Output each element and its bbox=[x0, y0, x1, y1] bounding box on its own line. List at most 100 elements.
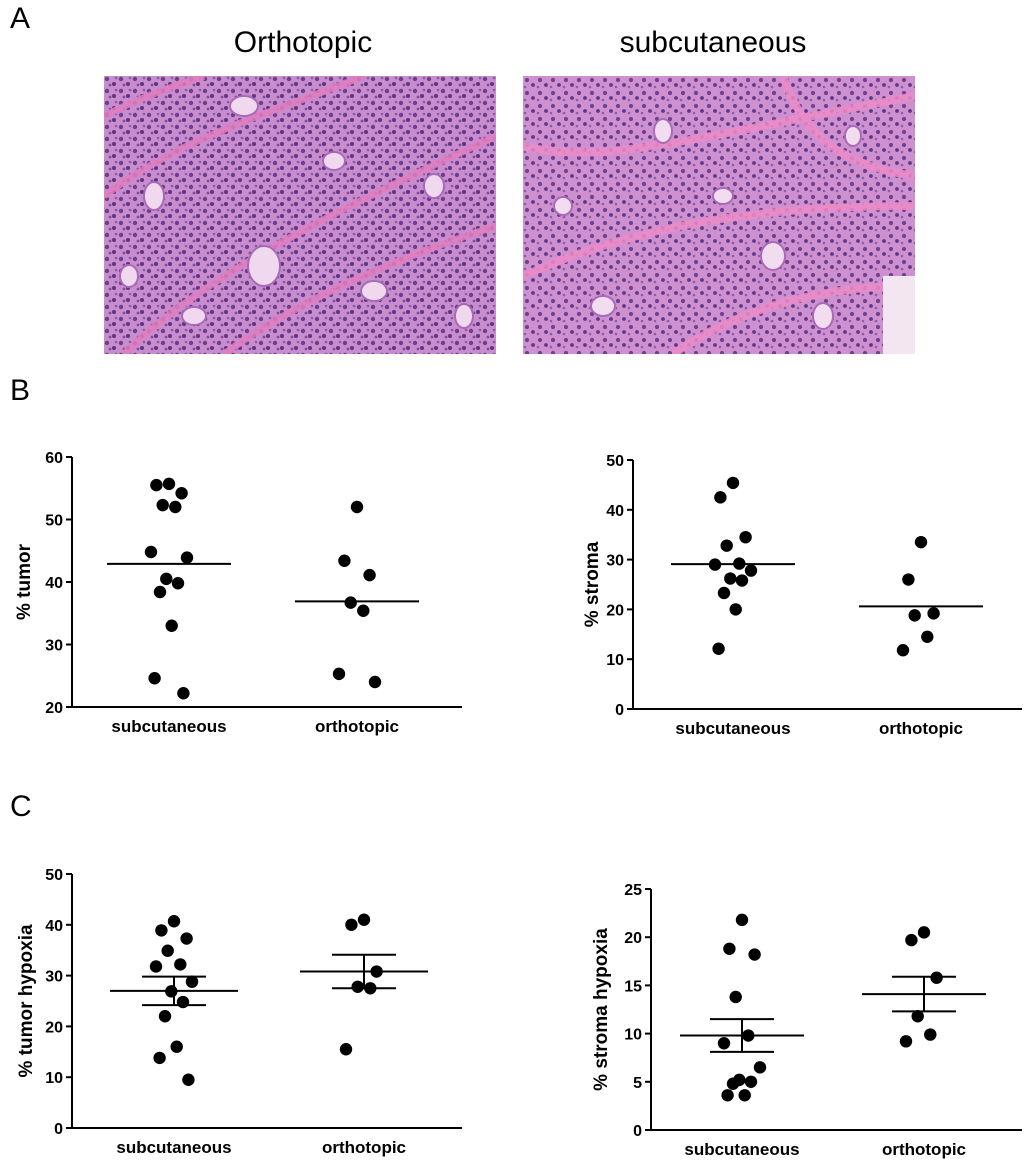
stroma-y-tick-label: 40 bbox=[606, 503, 624, 520]
tumor_hypoxia-y-tick-label: 30 bbox=[45, 969, 63, 986]
stroma-point-subcutaneous bbox=[739, 530, 752, 544]
stroma-point-subcutaneous bbox=[744, 564, 758, 577]
stroma_hypoxia-point-orthotopic bbox=[899, 1035, 913, 1048]
tumor_hypoxia-y-tick-label: 40 bbox=[45, 918, 63, 935]
tumor_hypoxia-point-subcutaneous bbox=[153, 1051, 166, 1065]
tumor-y-tick-label: 60 bbox=[45, 450, 63, 467]
tumor-point-subcutaneous bbox=[162, 477, 176, 491]
stroma-category-label-subcutaneous: subcutaneous bbox=[675, 719, 790, 738]
stroma_hypoxia-point-subcutaneous bbox=[723, 942, 736, 955]
stroma-point-orthotopic bbox=[914, 535, 928, 549]
tumor_hypoxia-point-subcutaneous bbox=[182, 1073, 195, 1086]
tumor-y-tick-label: 30 bbox=[45, 638, 63, 655]
tumor_hypoxia-y-axis-label: % tumor hypoxia bbox=[16, 924, 37, 1078]
stroma_hypoxia-point-subcutaneous bbox=[744, 1075, 758, 1089]
tumor-point-orthotopic bbox=[368, 675, 382, 689]
stroma-point-subcutaneous bbox=[729, 603, 742, 616]
stroma-point-orthotopic bbox=[921, 630, 934, 643]
stroma-point-subcutaneous bbox=[712, 642, 725, 655]
subcutaneous-image-title: subcutaneous bbox=[619, 26, 807, 59]
tumor-point-orthotopic bbox=[350, 500, 364, 514]
tumor_hypoxia-point-subcutaneous bbox=[155, 924, 168, 937]
tumor-y-tick-label: 40 bbox=[45, 575, 63, 592]
stroma_hypoxia-point-orthotopic bbox=[905, 933, 918, 947]
stroma_hypoxia-point-subcutaneous bbox=[729, 990, 742, 1004]
tumor_hypoxia-category-label-subcutaneous: subcutaneous bbox=[116, 1138, 231, 1157]
stroma_hypoxia-category-label-subcutaneous: subcutaneous bbox=[684, 1140, 799, 1159]
stroma-point-subcutaneous bbox=[735, 574, 749, 587]
stroma_hypoxia-y-tick-label: 10 bbox=[624, 1027, 642, 1044]
tumor_hypoxia-y-tick-label: 50 bbox=[45, 867, 63, 884]
tumor_hypoxia-point-subcutaneous bbox=[161, 944, 174, 957]
stroma-point-subcutaneous bbox=[724, 572, 737, 585]
stroma_hypoxia-point-subcutaneous bbox=[748, 948, 761, 961]
tumor_hypoxia-point-subcutaneous bbox=[167, 915, 181, 928]
subcutaneous-histology-image bbox=[523, 76, 915, 354]
tumor-point-orthotopic bbox=[344, 596, 357, 609]
stroma_hypoxia-y-tick-label: 0 bbox=[633, 1123, 642, 1140]
stroma-y-tick-label: 20 bbox=[606, 602, 624, 619]
stroma_hypoxia-point-subcutaneous bbox=[735, 913, 749, 927]
tumor_hypoxia-point-subcutaneous bbox=[180, 932, 193, 945]
tumor_hypoxia-point-subcutaneous bbox=[176, 995, 190, 1009]
tumor-point-subcutaneous bbox=[175, 487, 188, 500]
tumor-point-subcutaneous bbox=[148, 672, 161, 685]
tumor-point-orthotopic bbox=[338, 554, 351, 567]
stroma-point-subcutaneous bbox=[714, 491, 727, 504]
stroma-point-subcutaneous bbox=[717, 586, 731, 600]
stroma_hypoxia-category-label-orthotopic: orthotopic bbox=[882, 1140, 966, 1159]
tumor-point-subcutaneous bbox=[156, 498, 169, 512]
tumor_hypoxia-point-orthotopic bbox=[345, 918, 358, 931]
stroma_hypoxia-y-tick-label: 15 bbox=[624, 978, 642, 995]
he-stained-histology-section-image bbox=[523, 76, 915, 354]
panel-label-b: B bbox=[10, 374, 31, 407]
panel-label-a: A bbox=[10, 2, 31, 35]
tumor-point-subcutaneous bbox=[150, 478, 163, 492]
tumor_hypoxia-point-subcutaneous bbox=[174, 958, 187, 971]
stroma_hypoxia-point-orthotopic bbox=[911, 1010, 924, 1023]
tumor-point-orthotopic bbox=[363, 568, 376, 582]
stroma-point-subcutaneous bbox=[726, 476, 740, 490]
tumor-y-tick-label: 50 bbox=[45, 513, 63, 530]
stroma-y-tick-label: 0 bbox=[615, 702, 624, 719]
stroma_hypoxia-point-orthotopic bbox=[924, 1028, 937, 1041]
tumor-category-label-subcutaneous: subcutaneous bbox=[111, 717, 226, 736]
tumor_hypoxia-category-label-orthotopic: orthotopic bbox=[322, 1138, 406, 1157]
stroma_hypoxia-y-tick-label: 25 bbox=[624, 882, 642, 899]
stroma-y-tick-label: 50 bbox=[606, 453, 624, 470]
he-stained-histology-section-image bbox=[104, 76, 496, 354]
stroma-point-orthotopic bbox=[927, 607, 940, 620]
tumor_hypoxia-y-tick-label: 10 bbox=[45, 1070, 63, 1087]
stroma-point-subcutaneous bbox=[720, 539, 733, 552]
tumor_hypoxia-point-orthotopic bbox=[339, 1043, 353, 1056]
stroma_hypoxia-point-subcutaneous bbox=[721, 1089, 734, 1102]
stroma-point-orthotopic bbox=[902, 573, 915, 586]
stroma-y-tick-label: 30 bbox=[606, 553, 624, 570]
stroma_hypoxia-y-tick-label: 5 bbox=[633, 1075, 642, 1092]
stroma-point-orthotopic bbox=[908, 609, 921, 622]
tumor-point-subcutaneous bbox=[180, 551, 194, 564]
stroma-y-axis-label: % stroma bbox=[582, 541, 603, 627]
tumor_hypoxia-point-orthotopic bbox=[357, 913, 371, 926]
orthotopic-histology-image bbox=[104, 76, 496, 354]
panel-label-c: C bbox=[10, 790, 32, 823]
tumor_hypoxia-point-subcutaneous bbox=[170, 1040, 183, 1053]
tumor-point-subcutaneous bbox=[153, 585, 167, 599]
tumor_hypoxia-y-tick-label: 0 bbox=[54, 1121, 63, 1138]
stroma_hypoxia-y-tick-label: 20 bbox=[624, 930, 642, 947]
tumor_hypoxia-point-subcutaneous bbox=[149, 960, 163, 973]
tumor-point-orthotopic bbox=[357, 604, 370, 617]
tumor-point-subcutaneous bbox=[177, 687, 190, 700]
stroma_hypoxia-y-axis-label: % stroma hypoxia bbox=[591, 928, 612, 1091]
stroma_hypoxia-point-subcutaneous bbox=[717, 1037, 731, 1050]
stroma-category-label-orthotopic: orthotopic bbox=[879, 719, 963, 738]
stroma_hypoxia-point-subcutaneous bbox=[738, 1089, 751, 1102]
tumor-point-subcutaneous bbox=[144, 545, 158, 559]
tumor-point-orthotopic bbox=[332, 667, 346, 681]
stroma_hypoxia-point-orthotopic bbox=[917, 926, 931, 939]
stroma_hypoxia-point-subcutaneous bbox=[726, 1077, 740, 1090]
tumor-category-label-orthotopic: orthotopic bbox=[315, 717, 399, 736]
tumor-y-axis-label: % tumor bbox=[14, 543, 35, 620]
tumor_hypoxia-point-subcutaneous bbox=[158, 1010, 172, 1023]
tumor-point-subcutaneous bbox=[169, 500, 182, 514]
